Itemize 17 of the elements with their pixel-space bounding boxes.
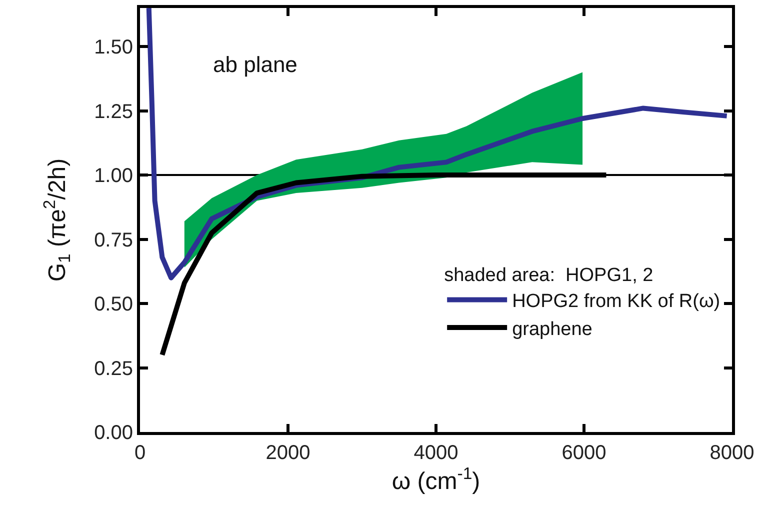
- x-tick-label: 2000: [266, 442, 310, 464]
- x-tick-label: 4000: [414, 442, 458, 464]
- y-tick-label: 0.50: [94, 294, 133, 316]
- y-tick-label: 1.25: [94, 100, 133, 123]
- x-tick-label: 0: [134, 442, 146, 464]
- y-tick-label: 0.75: [94, 229, 133, 252]
- y-tick-label: 0.00: [94, 422, 133, 444]
- x-tick-label: 6000: [562, 442, 606, 464]
- annotation: ab plane: [213, 52, 298, 77]
- x-axis-title: ω (cm$^{-1}$): [392, 464, 480, 496]
- legend-label: graphene: [512, 318, 592, 340]
- y-tick-label: 0.25: [94, 358, 133, 380]
- legend-label: HOPG2 from KK of R(ω): [512, 291, 720, 312]
- y-tick-label: 1.50: [94, 36, 133, 59]
- legend-title: shaded area: HOPG1, 2: [444, 264, 654, 286]
- y-tick-label: 1.00: [94, 165, 133, 188]
- x-tick-label: 8000: [710, 442, 754, 464]
